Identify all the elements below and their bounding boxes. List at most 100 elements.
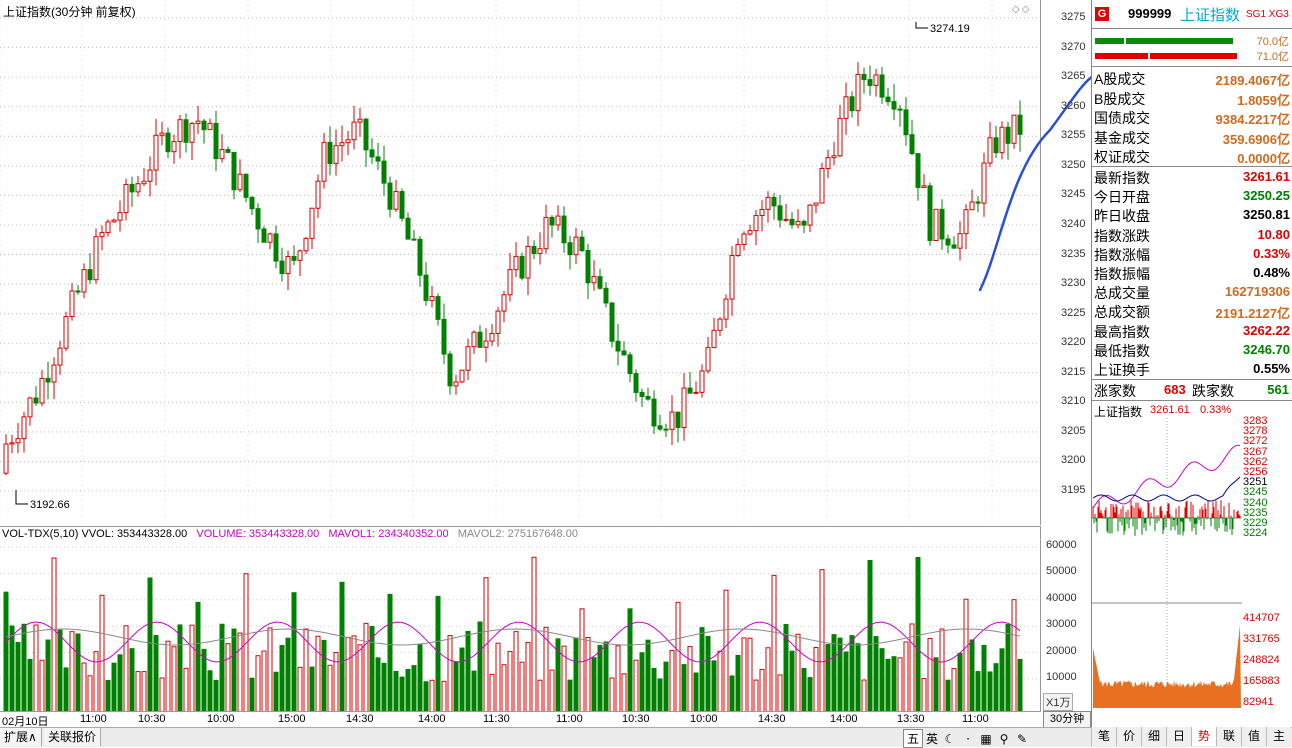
tool-icon[interactable]: ⚲ <box>999 732 1009 746</box>
mini-price-tick: 3235 <box>1243 506 1268 519</box>
volume-bars[interactable] <box>0 527 1040 713</box>
time-label: 11:00 <box>80 713 107 725</box>
quote-value: 3250.25 <box>1243 188 1290 204</box>
volume-tick: 10000 <box>1046 671 1077 683</box>
mini-price-tick: 3251 <box>1243 476 1268 489</box>
period-selector[interactable]: 30分钟 <box>1043 711 1091 728</box>
mini-title: 上证指数 <box>1094 405 1143 419</box>
volume-unit[interactable]: X1万 <box>1043 693 1074 711</box>
quote-row: 昨日收盘 3250.81 <box>1094 206 1290 225</box>
chart-toolbar-icon[interactable]: ◇◇ <box>1012 4 1032 15</box>
stock-name: 上证指数 <box>1180 7 1241 24</box>
mini-price-tick: 3267 <box>1243 445 1268 458</box>
quote-label: 最高指数 <box>1094 323 1150 340</box>
volume-tick: 30000 <box>1046 618 1077 631</box>
quote-row: 最高指数 3262.22 <box>1094 322 1290 341</box>
right-tab[interactable]: 价 <box>1116 727 1141 746</box>
related-quotes-tab[interactable]: 关联报价 <box>44 728 102 746</box>
mavol2-value: MAVOL2: 275167648.00 <box>457 528 578 540</box>
bar-divider <box>1148 53 1150 59</box>
quote-value: 3261.61 <box>1243 169 1290 184</box>
expand-button[interactable]: 扩展∧ <box>0 728 42 746</box>
chart-title: 上证指数(30分钟 前复权) <box>3 5 136 19</box>
trade-label: 基金成交 <box>1094 129 1150 146</box>
price-tick: 3195 <box>1061 484 1086 496</box>
trade-label: A股成交 <box>1094 71 1146 87</box>
quote-label: 总成交量 <box>1094 285 1150 302</box>
quote-value: 3246.70 <box>1243 341 1290 357</box>
ime-mode-icon[interactable]: 五 <box>903 729 923 748</box>
mini-price-tick: 3272 <box>1243 435 1268 448</box>
mini-price-tick: 3278 <box>1243 425 1268 438</box>
quote-row: 总成交额 2191.2127亿 <box>1094 302 1290 321</box>
indicator-name[interactable]: VOL-TDX(5,10) <box>2 528 79 540</box>
price-tick: 3210 <box>1061 395 1086 408</box>
volume-chart[interactable] <box>0 526 1041 713</box>
time-label: 14:00 <box>418 713 446 725</box>
volume-tick: 40000 <box>1046 591 1077 604</box>
trade-row: 国债成交 9384.2217亿 <box>1094 108 1290 127</box>
bar-divider <box>1124 38 1126 44</box>
mini-price-tick: 3256 <box>1243 466 1268 478</box>
quote-label: 总成交额 <box>1094 304 1150 321</box>
price-tick: 3240 <box>1061 217 1086 230</box>
mini-price-tick: 3224 <box>1243 527 1268 540</box>
bottom-bar: 扩展∧ 关联报价 <box>0 727 1292 747</box>
quote-row: 上证换手 0.55% <box>1094 360 1290 379</box>
right-tab[interactable]: 笔 <box>1091 727 1116 746</box>
price-tick: 3265 <box>1061 70 1086 83</box>
punct-icon[interactable]: ⋅ <box>966 732 970 746</box>
mini-volume-tick: 82941 <box>1243 696 1274 708</box>
kline-chart[interactable] <box>0 0 1187 525</box>
quote-value: 0.55% <box>1253 361 1290 376</box>
volume-tick: 50000 <box>1046 565 1077 578</box>
quote-label: 上证换手 <box>1094 362 1150 378</box>
right-tab[interactable]: 势 <box>1191 727 1216 746</box>
keyboard-icon[interactable]: ▦ <box>980 732 992 746</box>
price-tick: 3245 <box>1061 188 1086 201</box>
pen-icon[interactable]: ✎ <box>1016 732 1028 746</box>
quote-label: 指数振幅 <box>1094 266 1150 282</box>
right-tab[interactable]: 联 <box>1216 727 1241 746</box>
quote-value: 10.80 <box>1257 226 1290 242</box>
price-tick: 3205 <box>1061 424 1086 437</box>
mini-volume-tick: 248824 <box>1243 654 1280 666</box>
quote-value: 162719306 <box>1224 284 1290 300</box>
quote-label: 最新指数 <box>1094 170 1150 186</box>
sell-power-bar <box>1095 53 1237 59</box>
low-price-label: 3192.66 <box>30 499 70 511</box>
quote-row: 指数涨跌 10.80 <box>1094 226 1290 245</box>
price-axis: 3275 3270 3265 3260 3255 3250 3245 3240 3235 3230… <box>1041 0 1091 525</box>
quote-row: 指数振幅 0.48% <box>1094 264 1290 283</box>
price-tick: 3250 <box>1061 158 1086 171</box>
trade-label: 国债成交 <box>1094 110 1150 126</box>
price-tick: 3275 <box>1061 11 1086 23</box>
quote-value: 2191.2127亿 <box>1215 306 1290 322</box>
time-label: 10:00 <box>207 713 235 725</box>
right-tab[interactable]: 值 <box>1241 727 1266 746</box>
vvol-value: VVOL: 353443328.00 <box>81 528 188 540</box>
right-tab[interactable]: 细 <box>1141 727 1166 746</box>
badge-icon: G <box>1095 7 1109 21</box>
quote-panel: G 999999 上证指数 SG1 XG3 70.0亿 71.0亿 A股成交 21… <box>1091 0 1292 727</box>
moon-icon[interactable]: ☾ <box>944 732 956 746</box>
trade-label: 权证成交 <box>1094 149 1150 165</box>
price-tick: 3230 <box>1061 277 1086 290</box>
ime-toolbar: 五英 ☾ ⋅ ▦ ⚲ ✎ <box>903 729 1031 748</box>
buy-power-value: 70.0亿 <box>1256 36 1289 48</box>
time-label: 11:00 <box>962 713 989 725</box>
right-tab[interactable]: 主 <box>1266 727 1291 746</box>
price-tick: 3235 <box>1061 247 1086 260</box>
high-price-label: 3274.19 <box>930 23 970 35</box>
right-tab[interactable]: 日 <box>1166 727 1191 746</box>
down-count-label: 跌家数 <box>1192 383 1234 399</box>
price-tick: 3255 <box>1061 129 1086 142</box>
candlestick-chart[interactable] <box>0 0 1187 525</box>
intraday-mini-chart[interactable] <box>1092 418 1242 718</box>
quote-row: 最低指数 3246.70 <box>1094 341 1290 360</box>
trade-value: 359.6906亿 <box>1222 131 1290 147</box>
price-tick: 3220 <box>1061 336 1086 349</box>
price-tick: 3200 <box>1061 454 1086 467</box>
trade-row: 基金成交 359.6906亿 <box>1094 128 1290 147</box>
ime-lang-icon[interactable]: 英 <box>925 732 938 746</box>
